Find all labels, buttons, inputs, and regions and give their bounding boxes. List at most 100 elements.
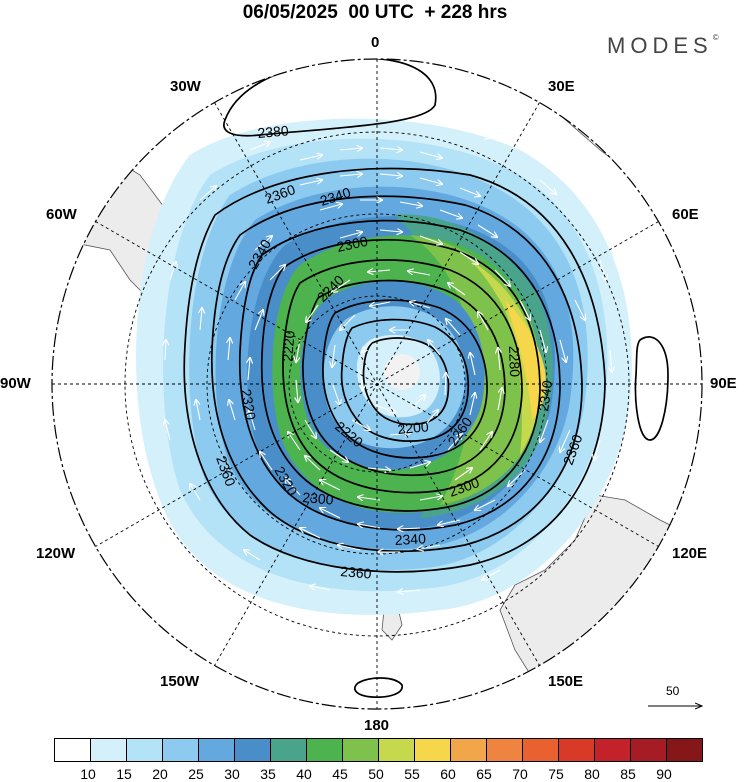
wind-arrow <box>459 187 480 196</box>
wind-arrow <box>497 388 502 411</box>
wind-arrow <box>539 329 546 352</box>
contour-label: 2360 <box>340 563 373 582</box>
meridian-label-180: 180 <box>364 717 390 734</box>
contour-2340 <box>210 195 583 553</box>
wind-arrow <box>418 544 441 549</box>
wind-arrow <box>339 174 362 176</box>
colorbar <box>54 738 703 762</box>
colorbar-tick-label: 10 <box>80 766 96 782</box>
wind-arrow <box>389 433 410 435</box>
contour-label: 2340 <box>394 530 426 548</box>
colorbar-tick-label: 25 <box>188 766 204 782</box>
contour-label: 2280 <box>506 346 523 378</box>
wind-arrow <box>304 419 316 438</box>
contour-2260 <box>302 279 506 477</box>
wind-arrow <box>339 148 362 150</box>
colorbar-tick-label: 75 <box>548 766 564 782</box>
colorbar-cell <box>486 738 523 762</box>
wind-arrow <box>169 262 176 281</box>
wind-arrow <box>479 432 492 451</box>
wind-arrow <box>165 420 171 441</box>
colorbar-tick-label: 35 <box>260 766 276 782</box>
contour-label: 2220 <box>279 330 298 363</box>
contour-label: 2300 <box>302 489 335 508</box>
wind-arrow <box>494 269 510 286</box>
height-contours <box>183 59 669 698</box>
wind-arrow <box>610 349 612 372</box>
wind-arrow <box>306 304 319 322</box>
polar-map: 2380 2360 2340 2300 2240 2220 2200 2220 … <box>51 58 703 710</box>
wind-arrow <box>368 270 391 272</box>
colorbar-tick-label: 15 <box>116 766 132 782</box>
wind-arrow <box>228 338 230 361</box>
wind-arrow <box>288 432 301 451</box>
wind-arrow <box>244 550 261 561</box>
colorbar-tick-label: 50 <box>368 766 384 782</box>
contour-label: 2380 <box>257 122 290 141</box>
wind-arrow <box>560 429 571 452</box>
colorbar-cell <box>234 738 271 762</box>
arrow-right-icon <box>648 694 706 724</box>
wind-arrow <box>410 302 431 309</box>
wind-arrow <box>320 480 341 491</box>
colorbar-cell <box>198 738 235 762</box>
contour-2300 <box>260 239 541 512</box>
colorbar-cell <box>306 738 343 762</box>
wind-arrow <box>379 174 402 176</box>
wind-arrow <box>362 337 376 352</box>
wind-arrow <box>498 348 500 371</box>
contour-label: 2340 <box>535 379 555 412</box>
wind-arrow <box>248 358 250 381</box>
copyright-mark: © <box>712 33 719 42</box>
wind-arrow <box>419 496 442 501</box>
colorbar-cell <box>90 738 127 762</box>
colorbar-tick-label: 45 <box>332 766 348 782</box>
wind-arrow <box>285 478 301 496</box>
wind-arrow <box>269 265 285 281</box>
wind-arrow <box>469 129 490 138</box>
wind-arrow <box>340 314 356 330</box>
wind-arrow <box>310 586 331 591</box>
graticule <box>52 59 702 709</box>
meridian-label-90w: 90W <box>0 375 31 392</box>
wind-arrow <box>475 499 496 510</box>
colorbar-cell <box>558 738 595 762</box>
colorbar-tick-label: 30 <box>224 766 240 782</box>
wind-arrow <box>260 452 273 471</box>
colorbar-tick-label: 40 <box>296 766 312 782</box>
wind-arrow <box>367 468 390 470</box>
colorbar-tick-label: 55 <box>404 766 420 782</box>
wind-arrow <box>409 462 430 469</box>
colorbar-tick-label: 85 <box>620 766 636 782</box>
wind-arrow <box>478 312 489 331</box>
wind-arrow <box>419 235 442 244</box>
wind-arrow <box>374 404 395 412</box>
meridian-label-120w: 120W <box>36 545 76 562</box>
wind-arrow <box>300 528 321 539</box>
wind-arrow <box>408 271 431 276</box>
wind-arrow <box>165 340 166 361</box>
meridian-label-90e: 90E <box>710 375 737 392</box>
wind-arrow <box>360 369 363 390</box>
wind-arrow <box>508 469 526 486</box>
colorbar-cell <box>522 738 559 762</box>
wind-arrow <box>358 524 381 529</box>
wind-arrow <box>254 310 263 331</box>
wind-arrow <box>190 484 201 501</box>
wind-arrow <box>370 301 391 306</box>
contour-2360 <box>183 167 606 573</box>
map-disk <box>52 59 702 709</box>
meridian-label-120e: 120E <box>672 545 708 562</box>
wind-arrow <box>196 400 201 421</box>
wind-arrow <box>439 209 462 218</box>
wind-arrow <box>447 434 462 451</box>
wind-arrow <box>448 283 466 296</box>
wind-arrow <box>200 308 202 331</box>
colorbar-cell <box>270 738 307 762</box>
colorbar-cell <box>666 738 703 762</box>
wind-arrow <box>379 230 402 232</box>
contour-2380-b <box>634 336 669 441</box>
wind-arrow <box>249 410 256 431</box>
colorbar-tick-label: 70 <box>512 766 528 782</box>
wind-arrow <box>398 528 421 529</box>
